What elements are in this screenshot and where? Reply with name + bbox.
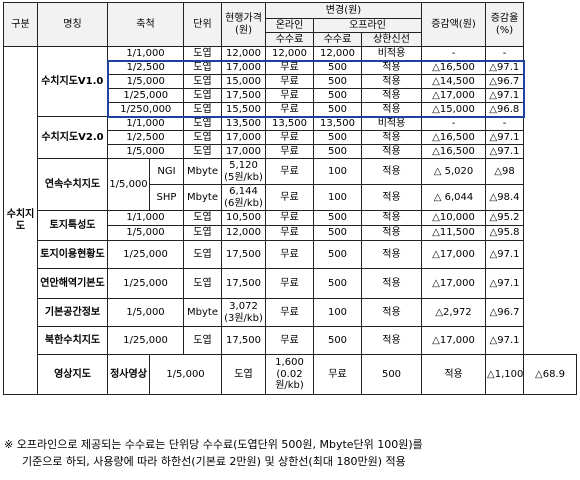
table-row: 연안해역기본도 1/25,000 도엽 17,500 무료 500 적용 △17… [4,268,577,299]
name-base-spatial: 기본공간정보 [37,298,108,327]
table-row: 영상지도 정사영상 1/5,000 도엽 1,600 (0.02원/kb) 무료… [4,354,577,395]
col-name: 명칭 [37,2,108,47]
name-north-korea: 북한수치지도 [37,326,108,355]
group-numeric-map: 수치지도 [3,46,38,395]
col-change: 변경(원) [264,2,423,19]
table-row: 1/5,000 도엽 12,000 무료 500 적용 △11,500 △95.… [4,225,577,241]
footnote: ※ 오프라인으로 제공되는 수수료는 단위당 수수료(도엽단위 500원, Mb… [4,436,576,470]
col-offline: 오프라인 [312,18,423,33]
table-row: 1/25,000 도엽 17,500 무료 500 적용 △17,000 △97… [4,88,577,103]
name-land-property: 토지특성도 [37,210,108,241]
fee-table-container: 구분 명칭 축척 단위 현행가격(원) 변경(원) 증감액(원) 증감율(%) … [3,2,577,395]
table-row: 1/5,000 도엽 15,000 무료 500 적용 △14,500 △96.… [4,74,577,89]
table-row: 1/250,000 도엽 15,500 무료 500 적용 △15,000 △9… [4,102,577,118]
name-v2: 수치지도V2.0 [37,116,108,159]
table-row: 1/2,500 도엽 17,000 무료 500 적용 △16,500 △97.… [4,130,577,145]
col-category: 구분 [3,2,38,47]
footnote-line-1: ※ 오프라인으로 제공되는 수수료는 단위당 수수료(도엽단위 500원, Mb… [4,438,423,451]
col-online-fee: 수수료 [265,32,314,47]
table-row: 수치지도 수치지도V1.0 1/1,000 도엽 12,000 12,000 1… [3,46,577,395]
name-v1: 수치지도V1.0 [37,46,108,117]
col-unit: 단위 [183,2,222,47]
col-increase: 증감액(원) [421,2,487,47]
name-continuous: 연속수치지도 [37,158,108,211]
table-row: 연속수치지도 1/5,000 NGI Mbyte 5,120 (5원/kb) 무… [4,158,577,211]
table-row: 북한수치지도 1/25,000 도엽 17,500 무료 500 적용 △17,… [4,326,577,355]
table-row: 토지이용현황도 1/25,000 도엽 17,500 무료 500 적용 △17… [4,240,577,269]
col-offline-fee: 수수료 [313,32,362,47]
name-ortho: 정사영상 [107,354,150,395]
col-current-price: 현행가격(원) [221,2,266,47]
name-coastal: 연안해역기본도 [37,268,108,299]
name-land-use: 토지이용현황도 [37,240,108,269]
col-rate: 증감율(%) [485,2,525,47]
table-row: 기본공간정보 1/5,000 Mbyte 3,072 (3원/kb) 무료 10… [4,298,577,327]
fee-table: 구분 명칭 축척 단위 현행가격(원) 변경(원) 증감액(원) 증감율(%) … [3,2,577,395]
table-row: 토지특성도 1/1,000 도엽 10,500 무료 500 적용 △10,00… [4,210,577,241]
continuous-scale: 1/5,000 [107,158,150,211]
footnote-line-2: 기준으로 하되, 사용량에 따라 하한선(기본료 2만원) 및 상한선(최대 1… [22,455,406,469]
group-image-map: 영상지도 [37,354,108,395]
col-online: 온라인 [265,18,314,33]
col-scale: 축척 [107,2,184,47]
col-upper-limit: 상한신선 [360,32,423,47]
table-row: SHP Mbyte 6,144 (6원/kb) 무료 100 적용 △ 6,04… [4,184,577,211]
table-row: 1/2,500 도엽 17,000 무료 500 적용 △16,500 △97.… [4,59,577,75]
table-row: 수치지도V2.0 1/1,000 도엽 13,500 13,500 13,500… [4,116,577,159]
